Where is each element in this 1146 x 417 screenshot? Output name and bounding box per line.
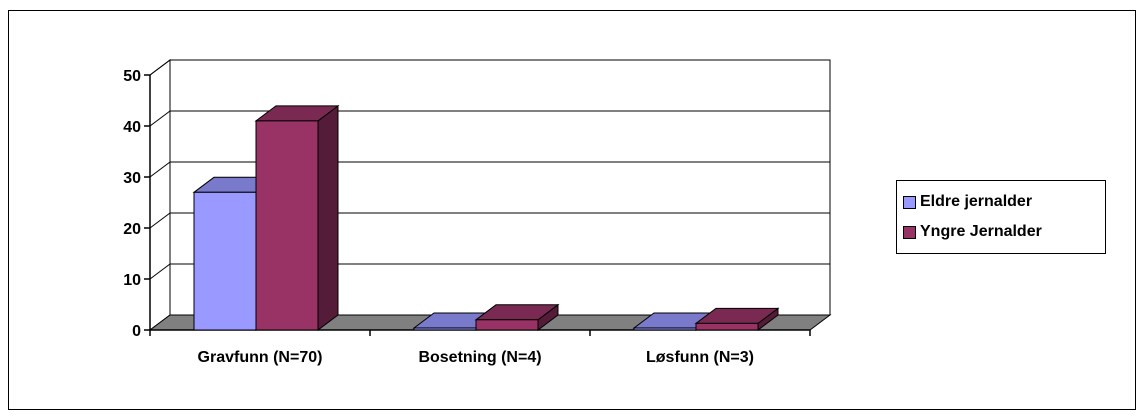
legend: Eldre jernalder Yngre Jernalder (896, 180, 1106, 254)
x-category-labels: Gravfunn (N=70) Bosetning (N=4) Løsfunn (N… (198, 349, 754, 366)
legend-swatch-yngre (903, 225, 916, 239)
bar-front-0-0 (193, 191, 257, 331)
bar-side-0-1 (317, 104, 339, 331)
legend-item-1: Yngre Jernalder (903, 217, 1099, 247)
y-tick-label-2: 20 (123, 221, 141, 238)
bar-front-1-1 (475, 319, 539, 331)
bar-front-1-0 (413, 327, 477, 331)
legend-item-0: Eldre jernalder (903, 187, 1099, 217)
x-category-label-0: Gravfunn (N=70) (198, 349, 323, 366)
chart-frame (8, 10, 1136, 410)
bars (192, 104, 780, 331)
y-tick-labels: 0 10 20 30 40 50 (123, 68, 141, 340)
gridline-side-2 (149, 212, 171, 229)
side-wall (149, 59, 171, 331)
bar-1-1 (474, 303, 560, 331)
y-tick-label-5: 50 (123, 68, 141, 85)
x-category-label-1: Bosetning (N=4) (418, 349, 541, 366)
gridline-side-3 (149, 161, 171, 178)
y-tick-label-1: 10 (123, 272, 141, 289)
bar-0-1 (254, 104, 340, 331)
legend-label-yngre: Yngre Jernalder (920, 223, 1042, 240)
gridline-side-5 (149, 59, 171, 76)
y-tick-label-4: 40 (123, 119, 141, 136)
gridline-side-1 (149, 263, 171, 280)
legend-label-eldre: Eldre jernalder (920, 193, 1033, 210)
x-category-label-2: Løsfunn (N=3) (646, 349, 754, 366)
legend-swatch-eldre (903, 195, 916, 209)
gridline-side-4 (149, 110, 171, 127)
y-tick-label-3: 30 (123, 170, 141, 187)
bar-front-0-1 (255, 120, 319, 331)
bar-2-1 (694, 307, 780, 331)
bar-front-2-0 (633, 327, 697, 331)
y-tick-label-0: 0 (132, 323, 141, 340)
bar-front-2-1 (695, 322, 759, 331)
